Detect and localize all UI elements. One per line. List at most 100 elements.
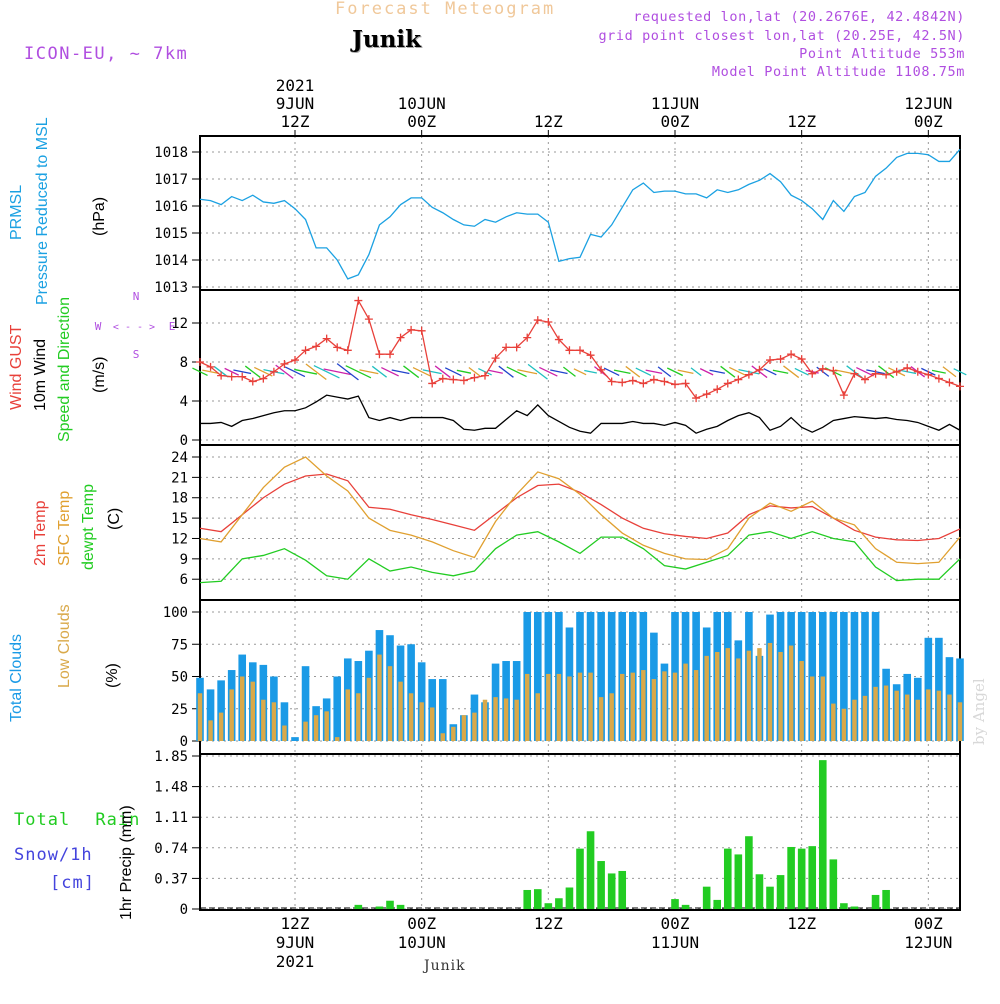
wind-direction-arrow <box>468 366 481 377</box>
precip-unit: 1hr Precip (mm) <box>118 805 135 920</box>
low-clouds-bar <box>567 676 572 741</box>
wind-direction-arrow <box>625 365 641 378</box>
wind-ytick-label: 12 <box>171 316 188 332</box>
low-clouds-bar <box>398 681 403 741</box>
wind-gust-marker <box>523 333 532 342</box>
low-clouds-bar <box>598 697 604 741</box>
top-time-label: 00Z <box>661 112 690 131</box>
low-clouds-bar <box>894 690 899 741</box>
compass-n: N <box>133 290 140 303</box>
wind-gust-marker <box>512 343 521 352</box>
low-clouds-bar <box>313 715 319 741</box>
precip-bar <box>565 887 574 909</box>
precip-ytick-label: 1.85 <box>154 749 188 765</box>
precip-ytick-label: 1.48 <box>154 780 188 796</box>
total-clouds-bar <box>291 737 299 741</box>
gust-label: Wind GUST <box>8 324 25 410</box>
wind-gust-marker <box>470 373 479 382</box>
total-clouds-bar <box>438 679 447 741</box>
wind-gust-marker <box>417 326 426 335</box>
wind-gust-marker <box>343 346 352 355</box>
wind-frame <box>199 289 961 446</box>
precip-bar <box>850 906 859 909</box>
wind-gust-marker <box>554 335 563 344</box>
wind-direction-arrow <box>539 366 558 377</box>
wind-direction-arrow <box>422 369 442 375</box>
bottom-time-label: 12Z <box>281 914 310 933</box>
wind-gust-marker <box>565 346 574 355</box>
wind-gust-marker <box>744 370 753 379</box>
wind-direction-arrow <box>856 366 874 377</box>
wind-direction-arrow <box>444 367 462 377</box>
pressure-ytick-label: 1014 <box>154 253 188 269</box>
top-time-label: 12Z <box>281 112 310 131</box>
pressure-unit: (hPa) <box>91 196 108 236</box>
low-clouds-bar <box>957 702 963 741</box>
low-clouds-bar <box>810 676 815 741</box>
wind-direction-arrow <box>192 367 208 376</box>
total-clouds-bar <box>533 612 542 741</box>
low-clouds-bar <box>387 666 393 741</box>
low-clouds-bar <box>704 655 709 741</box>
temp2m-label: 2m Temp <box>32 500 49 566</box>
wind-direction-arrow <box>313 364 340 379</box>
wind-gust-marker <box>544 318 553 327</box>
top-time-label: 12JUN <box>904 94 952 113</box>
low-clouds-bar <box>915 699 920 741</box>
total-clouds-bar <box>206 689 215 741</box>
low-clouds-bar <box>546 673 551 741</box>
wind-gust-marker <box>871 369 880 378</box>
wind-ytick-label: 8 <box>180 355 188 371</box>
top-time-label: 11JUN <box>651 94 699 113</box>
bottom-time-label: 00Z <box>407 914 436 933</box>
low-clouds-bar <box>240 676 245 741</box>
low-clouds-bar <box>778 651 783 741</box>
wind-gust-marker <box>839 391 848 400</box>
wind-gust-marker <box>481 371 489 380</box>
wind-gust-marker <box>375 350 384 359</box>
low-clouds-bar <box>936 690 942 741</box>
wind-gust-marker <box>808 369 817 378</box>
wind-gust-marker <box>671 380 679 389</box>
wind-direction-arrow <box>202 369 219 375</box>
low-clouds-bar <box>218 712 224 741</box>
wind-direction-arrow <box>233 369 252 375</box>
low-clouds-bar <box>820 676 825 741</box>
precip-bar <box>354 904 363 909</box>
wind-speed-line <box>200 394 961 434</box>
model-altitude: Model Point Altitude 1108.75m <box>711 64 965 80</box>
top-time-label: 00Z <box>914 112 943 131</box>
low-clouds-bar <box>905 694 910 741</box>
total-clouds-label: Total Clouds <box>8 633 25 722</box>
wind-ytick-label: 4 <box>180 394 188 410</box>
wind-gust-marker <box>713 385 722 394</box>
wind-gust-marker <box>882 370 891 379</box>
bottom-time-label: 12Z <box>787 914 816 933</box>
wind-gust-marker <box>428 379 437 388</box>
wind-gust-marker <box>248 377 257 386</box>
wind-gust-marker <box>723 379 732 388</box>
precip-bar <box>766 886 774 909</box>
wind-direction-arrow <box>690 367 702 377</box>
temp-unit: (C) <box>106 507 123 530</box>
wind-direction-arrow <box>336 363 359 381</box>
precip-bar <box>533 889 542 909</box>
dewpt-temp-label: dewpt Temp <box>80 484 97 570</box>
precip-bar <box>745 836 753 909</box>
wind-gust-marker <box>681 379 690 388</box>
low-clouds-bar <box>503 698 509 741</box>
top-time-label: 9JUN <box>276 94 315 113</box>
pressure-ytick-label: 1018 <box>154 145 188 161</box>
bottom-time-label: 12Z <box>534 914 563 933</box>
low-clouds-bar <box>788 645 794 741</box>
wind-direction-arrow <box>794 367 809 376</box>
compass-arrow-h: < - - > <box>113 322 155 333</box>
wind-gust-marker <box>227 372 236 381</box>
wind-gust-marker <box>755 365 764 374</box>
precip-bar <box>829 859 838 909</box>
precip-bar <box>586 831 595 909</box>
low-clouds-bar <box>799 661 804 741</box>
wind-gust-marker <box>945 378 954 387</box>
precip-bar <box>882 889 890 909</box>
clouds-ytick-label: 0 <box>180 734 188 750</box>
